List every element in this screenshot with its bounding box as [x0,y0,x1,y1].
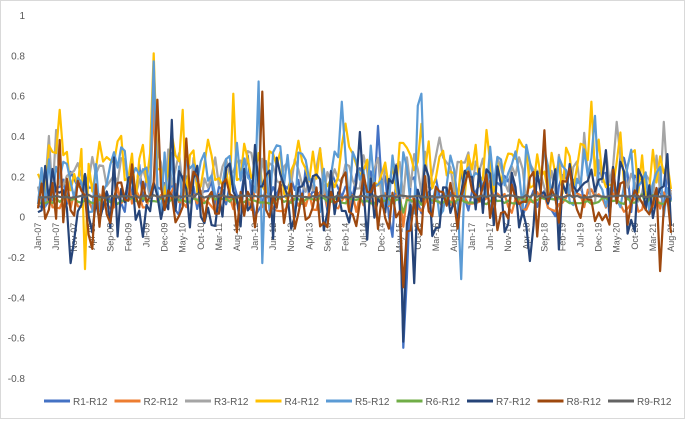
x-tick-label: Mar-11 [214,223,224,251]
y-tick-label: 1 [19,11,25,22]
x-tick-label: May-10 [178,223,188,253]
legend: R1-R12 R2-R12 R3-R12 R4-R12 R5-R12 R6-R12 R7-R… [44,397,672,408]
series-line-r2-r12 [37,104,673,228]
y-tick-label: -0.6 [8,334,26,345]
x-tick-label: Jul-09 [142,223,152,248]
x-tick-label: Jun-07 [51,223,61,251]
y-tick-label: 0 [19,213,25,224]
series-line-r6-r12 [37,193,672,214]
y-axis: 1 0.8 0.6 0.4 0.2 0 -0.2 -0.4 -0.6 -0.8 [8,11,26,385]
x-tick-label: Jan-12 [250,223,260,251]
x-tick-label: Mar-21 [648,223,658,252]
y-tick-label: 0.4 [11,132,25,143]
series-layer [36,52,673,349]
legend-label-r8-r12: R8-R12 [567,397,602,408]
y-tick-label: 0.6 [11,92,25,103]
x-tick-label: Nov-12 [286,223,296,252]
legend-label-r3-r12: R3-R12 [214,397,249,408]
x-tick-label: Aug-21 [666,223,676,252]
x-tick-label: Jul-14 [359,223,369,248]
x-tick-label: Jul-19 [576,223,586,248]
y-tick-label: -0.8 [8,374,26,385]
x-tick-label: Dec-14 [377,223,387,252]
x-tick-label: Jan-07 [33,223,43,251]
x-tick-label: Mar-16 [431,223,441,252]
x-tick-label: Feb-09 [123,223,133,252]
x-tick-label: Sep-18 [539,223,549,252]
y-tick-label: -0.2 [8,253,26,264]
x-tick-label: Oct-10 [196,223,206,250]
x-tick-label: Dec-09 [160,223,170,252]
x-tick-label: Oct-15 [413,223,423,250]
legend-label-r5-r12: R5-R12 [355,397,390,408]
legend-label-r7-r12: R7-R12 [496,397,531,408]
x-tick-label: Sep-08 [105,223,115,252]
y-tick-label: -0.4 [8,293,26,304]
x-axis: Jan-07 Jun-07 Nov-07 Apr-08 Sep-08 Feb-09 Jul-… [33,216,676,253]
x-tick-label: Sep-13 [322,223,332,252]
x-tick-label: Jan-17 [467,223,477,251]
x-tick-label: May-20 [612,223,622,253]
series-line-r9-r12 [38,192,672,199]
x-tick-label: Feb-14 [340,223,350,252]
series-line-r8-r12 [36,90,673,289]
y-tick-label: 0.2 [11,172,25,183]
legend-label-r4-r12: R4-R12 [285,397,320,408]
x-tick-label: Oct-20 [630,223,640,250]
x-tick-label: Aug-16 [449,223,459,252]
legend-label-r6-r12: R6-R12 [426,397,461,408]
legend-label-r1-r12: R1-R12 [73,397,108,408]
x-tick-label: Aug-11 [232,223,242,251]
series-line-r5-r12 [36,60,673,281]
x-tick-label: Feb-19 [557,223,567,252]
x-tick-label: Apr-13 [304,223,314,250]
series-line-r7-r12 [37,118,673,343]
y-tick-label: 0.8 [11,51,25,62]
legend-label-r2-r12: R2-R12 [144,397,179,408]
legend-label-r9-r12: R9-R12 [637,397,672,408]
x-tick-label: Jun-17 [485,223,495,251]
x-tick-label: Nov-17 [503,223,513,252]
x-tick-label: Dec-19 [594,223,604,252]
